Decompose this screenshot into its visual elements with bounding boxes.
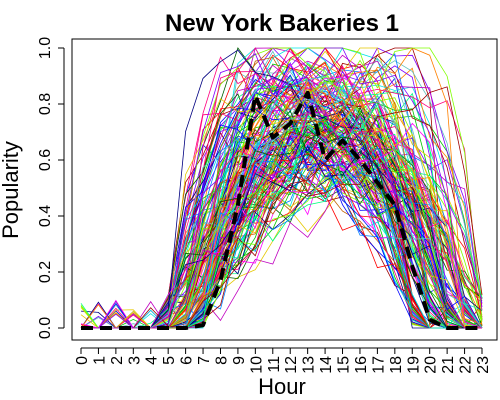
y-tick-label: 0.4 bbox=[37, 205, 54, 227]
x-tick-label: 11 bbox=[266, 356, 283, 373]
chart-title: New York Bakeries 1 bbox=[165, 10, 399, 37]
y-tick-label: 0.0 bbox=[37, 317, 54, 339]
x-tick-label: 23 bbox=[475, 356, 492, 374]
x-axis: 0 1 2 3 4 5 6 7 8 9 10 11 12 13 14 15 16 17 18 19 20 21 22 23 bbox=[74, 347, 492, 374]
x-tick-label: 12 bbox=[283, 356, 300, 374]
x-tick-label: 21 bbox=[440, 356, 457, 374]
plot-frame bbox=[71, 38, 498, 341]
x-tick-label: 19 bbox=[405, 356, 422, 374]
y-axis: 0.0 0.2 0.4 0.6 0.8 1.0 bbox=[37, 37, 65, 339]
bakery-series-line bbox=[81, 146, 483, 329]
mean-series-line bbox=[81, 90, 482, 330]
x-tick-label: 4 bbox=[144, 356, 161, 365]
x-axis-label: Hour bbox=[258, 374, 306, 399]
y-tick-label: 0.8 bbox=[37, 93, 54, 115]
background-series-group bbox=[80, 47, 483, 329]
x-tick-label: 15 bbox=[336, 356, 353, 374]
y-tick-label: 0.2 bbox=[37, 261, 54, 283]
x-tick-label: 3 bbox=[126, 356, 143, 365]
x-tick-label: 20 bbox=[423, 356, 440, 374]
x-tick-label: 13 bbox=[301, 356, 318, 374]
x-tick-label: 6 bbox=[179, 356, 196, 365]
x-tick-label: 9 bbox=[231, 356, 248, 365]
x-tick-label: 16 bbox=[353, 356, 370, 374]
x-tick-label: 5 bbox=[161, 356, 178, 365]
x-tick-label: 22 bbox=[458, 356, 475, 374]
x-tick-label: 0 bbox=[74, 356, 91, 365]
bakery-series-line bbox=[81, 86, 483, 329]
y-axis-label: Popularity bbox=[0, 141, 23, 239]
x-tick-label: 7 bbox=[196, 356, 213, 365]
x-tick-label: 8 bbox=[213, 356, 230, 365]
bakery-series-line bbox=[81, 119, 483, 329]
y-tick-label: 0.6 bbox=[37, 149, 54, 171]
x-tick-label: 14 bbox=[318, 356, 335, 374]
y-tick-label: 1.0 bbox=[37, 37, 54, 59]
mean-series-group bbox=[81, 90, 482, 330]
x-tick-label: 17 bbox=[370, 356, 387, 374]
x-tick-label: 10 bbox=[248, 356, 265, 374]
x-tick-label: 18 bbox=[388, 356, 405, 374]
x-tick-label: 1 bbox=[91, 356, 108, 365]
x-tick-label: 2 bbox=[109, 356, 126, 365]
